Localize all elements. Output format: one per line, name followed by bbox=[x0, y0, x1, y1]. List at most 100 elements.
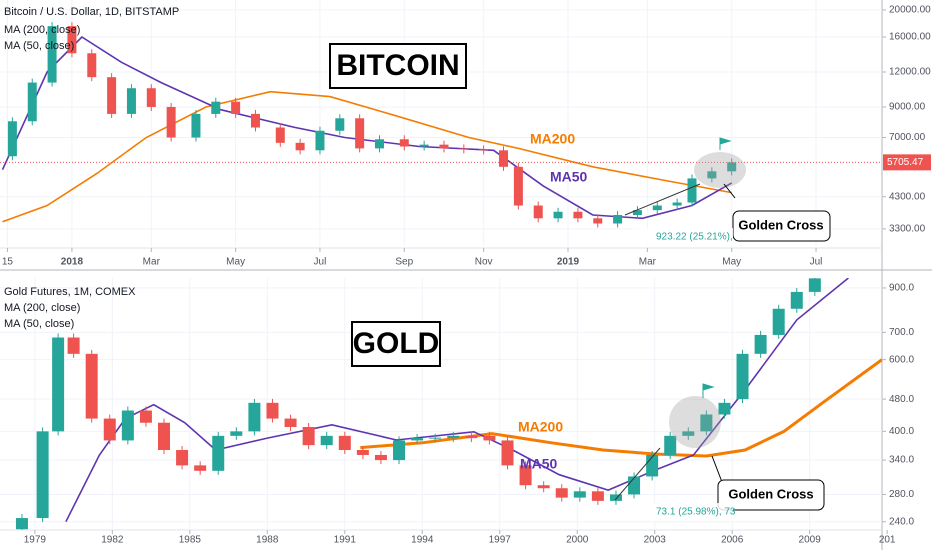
candle bbox=[652, 205, 662, 211]
candle bbox=[808, 278, 821, 292]
candle bbox=[356, 449, 369, 455]
candle bbox=[707, 171, 717, 179]
candle bbox=[501, 440, 514, 466]
x-tick-label: 1979 bbox=[24, 535, 47, 546]
candle bbox=[439, 144, 449, 149]
candle bbox=[146, 88, 156, 107]
label-box bbox=[351, 321, 441, 367]
candle bbox=[87, 53, 97, 78]
candle bbox=[411, 438, 424, 441]
candle bbox=[499, 150, 509, 167]
candle bbox=[374, 454, 387, 461]
annotation: Golden Cross bbox=[738, 217, 823, 232]
x-tick-label: 2019 bbox=[557, 257, 580, 268]
candle bbox=[591, 491, 604, 501]
candle bbox=[67, 26, 77, 54]
y-tick-label: 280.0 bbox=[889, 489, 914, 500]
candle bbox=[230, 431, 243, 436]
candle bbox=[479, 149, 489, 151]
candle bbox=[248, 402, 261, 432]
candle bbox=[85, 353, 98, 419]
candle bbox=[718, 402, 731, 415]
pane-title: Gold Futures, 1M, COMEX bbox=[4, 286, 136, 298]
candle bbox=[429, 437, 442, 439]
candle bbox=[632, 210, 642, 215]
annotation: Golden Cross bbox=[728, 486, 813, 501]
flag-icon bbox=[702, 383, 715, 398]
x-tick-label: Sep bbox=[395, 257, 413, 268]
candle bbox=[191, 113, 201, 138]
candle bbox=[513, 166, 523, 206]
y-tick-label: 16000.00 bbox=[889, 32, 931, 43]
candle bbox=[533, 205, 543, 219]
series-label: MA50 bbox=[520, 456, 558, 472]
candle bbox=[613, 214, 623, 224]
x-tick-label: Mar bbox=[143, 257, 161, 268]
legend-entry: MA (200, close) bbox=[4, 24, 80, 36]
x-tick-label: 1982 bbox=[101, 535, 124, 546]
candle bbox=[555, 488, 568, 498]
y-tick-label: 240.0 bbox=[889, 516, 914, 527]
x-tick-label: Nov bbox=[475, 257, 493, 268]
measure-label: 73.1 (25.98%), 73 bbox=[656, 507, 736, 518]
candle bbox=[194, 465, 207, 471]
candle bbox=[573, 211, 583, 219]
candle bbox=[593, 218, 603, 224]
y-tick-label: 9000.00 bbox=[889, 102, 926, 113]
candle bbox=[103, 418, 116, 441]
x-tick-label: 15 bbox=[2, 257, 14, 268]
candle bbox=[320, 435, 333, 446]
candle bbox=[7, 121, 17, 157]
y-tick-label: 20000.00 bbox=[889, 5, 931, 16]
candle bbox=[15, 518, 28, 530]
ma-line bbox=[1, 35, 733, 220]
candle bbox=[315, 130, 325, 151]
candle bbox=[212, 435, 225, 471]
candle bbox=[176, 449, 189, 466]
candle bbox=[121, 410, 134, 441]
x-tick-label: 1997 bbox=[489, 535, 512, 546]
candle bbox=[419, 144, 429, 147]
pane-title: Bitcoin / U.S. Dollar, 1D, BITSTAMP bbox=[4, 6, 179, 18]
series-label: MA200 bbox=[530, 131, 575, 147]
candle bbox=[447, 435, 460, 439]
candle bbox=[727, 162, 737, 172]
x-tick-label: 2003 bbox=[644, 535, 667, 546]
x-tick-label: 2006 bbox=[721, 535, 744, 546]
x-tick-label: 1988 bbox=[256, 535, 279, 546]
y-tick-label: 900.0 bbox=[889, 283, 914, 294]
candle bbox=[231, 101, 241, 114]
y-tick-label: 4300.00 bbox=[889, 191, 926, 202]
annotation-box bbox=[717, 479, 825, 511]
highlight bbox=[669, 396, 721, 448]
x-tick-label: Jul bbox=[314, 257, 327, 268]
candle bbox=[609, 494, 622, 501]
candle bbox=[672, 202, 682, 206]
ma-line bbox=[2, 90, 732, 223]
candle bbox=[335, 118, 345, 131]
arrow bbox=[614, 447, 661, 501]
x-tick-label: 2000 bbox=[566, 535, 589, 546]
series-label: MA50 bbox=[550, 169, 588, 185]
x-tick-label: 1985 bbox=[179, 535, 202, 546]
overlay: Bitcoin / U.S. Dollar, 1D, BITSTAMP MA (… bbox=[4, 6, 831, 521]
series-label: MA200 bbox=[518, 419, 563, 435]
candle bbox=[483, 435, 496, 441]
last-price-box bbox=[883, 154, 931, 171]
legend-entry: MA (50, close) bbox=[4, 40, 74, 52]
candle bbox=[736, 353, 749, 400]
candle bbox=[250, 113, 260, 128]
y-tick-label: 700.0 bbox=[889, 327, 914, 338]
highlight bbox=[694, 152, 746, 188]
candle bbox=[772, 308, 785, 335]
candle bbox=[166, 106, 176, 138]
candle bbox=[790, 291, 803, 309]
chart-label: GOLD bbox=[353, 327, 440, 360]
y-tick-label: 12000.00 bbox=[889, 67, 931, 78]
candle bbox=[47, 26, 57, 83]
y-tick-label: 340.0 bbox=[889, 455, 914, 466]
candle bbox=[646, 454, 659, 477]
y-tick-label: 7000.00 bbox=[889, 132, 926, 143]
candle bbox=[700, 414, 713, 432]
candle bbox=[355, 118, 365, 149]
